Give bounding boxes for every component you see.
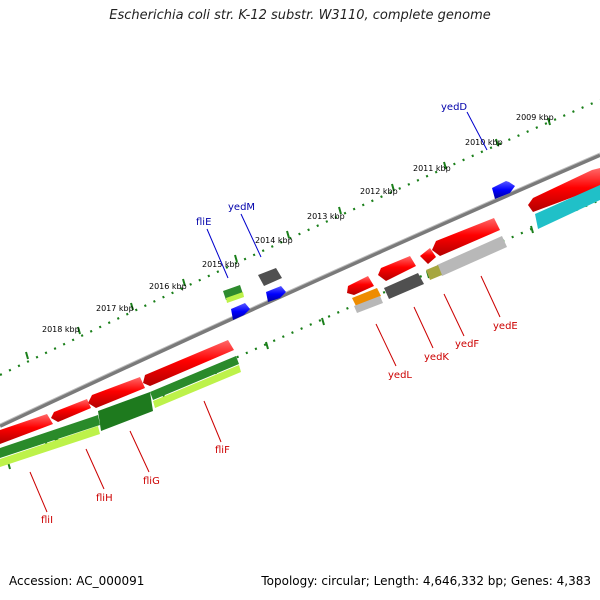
gene-orange bbox=[352, 288, 381, 306]
gene-arrow-yedE-right[interactable] bbox=[528, 168, 600, 212]
gene-arrow-yedE[interactable] bbox=[432, 218, 500, 256]
scale-label: 2017 kbp bbox=[96, 304, 134, 313]
gene-olive bbox=[426, 265, 442, 280]
gene-yellowgreen-fliF bbox=[153, 365, 241, 408]
scale-arc-outer bbox=[0, 98, 600, 376]
gene-label-yedL[interactable]: yedL bbox=[388, 370, 412, 381]
map-title: Escherichia coli str. K-12 substr. W3110… bbox=[109, 8, 491, 23]
gene-arrow-fliI[interactable] bbox=[0, 414, 53, 444]
genome-backbone-highlight bbox=[0, 152, 600, 425]
gene-label-yedK[interactable]: yedK bbox=[424, 352, 449, 363]
scale-label: 2013 kbp bbox=[307, 212, 345, 221]
gene-arrow-yedF[interactable] bbox=[420, 248, 436, 264]
gene-arrow-fliG[interactable] bbox=[88, 377, 145, 408]
scale-label: 2015 kbp bbox=[202, 260, 240, 269]
scale-label: 2010 kbp bbox=[465, 138, 503, 147]
gene-small-green bbox=[223, 285, 243, 300]
gene-arrow-yedK[interactable] bbox=[378, 256, 416, 281]
gene-grey-yedK bbox=[384, 273, 424, 299]
gene-arrow-yedL[interactable] bbox=[347, 276, 374, 295]
accession-text: Accession: AC_000091 bbox=[9, 574, 145, 588]
gene-arrow-yedM[interactable] bbox=[266, 286, 286, 302]
gene-green-fliF bbox=[150, 356, 239, 400]
callout-lines-reverse bbox=[29, 275, 501, 513]
scale-ticks-outer bbox=[25, 117, 551, 360]
gene-green-fliH bbox=[0, 415, 100, 458]
gene-arrow-fliE[interactable] bbox=[231, 303, 250, 320]
gene-cyan bbox=[535, 185, 600, 229]
gene-label-fliG[interactable]: fliG bbox=[143, 476, 160, 487]
scale-label: 2014 kbp bbox=[255, 236, 293, 245]
gene-arrow-yedD[interactable] bbox=[492, 181, 515, 199]
gene-grey-long bbox=[437, 236, 507, 276]
scale-label: 2016 kbp bbox=[149, 282, 187, 291]
gene-arrow-fliH[interactable] bbox=[51, 399, 91, 422]
gene-label-fliF[interactable]: fliF bbox=[215, 445, 230, 456]
gene-label-fliH[interactable]: fliH bbox=[96, 493, 113, 504]
gene-label-yedM[interactable]: yedM bbox=[228, 202, 255, 213]
scale-label: 2009 kbp bbox=[516, 113, 554, 122]
scale-label: 2011 kbp bbox=[413, 164, 451, 173]
scale-label: 2018 kbp bbox=[42, 325, 80, 334]
gene-yellowgreen-fliH bbox=[0, 426, 100, 467]
gene-green-fliG bbox=[98, 392, 153, 431]
genome-backbone bbox=[0, 153, 600, 428]
topology-summary: Topology: circular; Length: 4,646,332 bp… bbox=[261, 574, 591, 588]
callout-lines-forward bbox=[206, 111, 488, 279]
gene-label-yedD[interactable]: yedD bbox=[441, 102, 467, 113]
gene-label-yedE[interactable]: yedE bbox=[493, 321, 518, 332]
gene-small-yellowgreen bbox=[226, 292, 244, 303]
gene-label-fliI[interactable]: fliI bbox=[41, 515, 53, 526]
gene-label-fliE[interactable]: fliE bbox=[196, 217, 211, 228]
gene-arrow-fliF[interactable] bbox=[143, 340, 234, 386]
scale-label: 2012 kbp bbox=[360, 187, 398, 196]
gene-grey-yedL bbox=[354, 296, 383, 313]
gene-grey-small bbox=[258, 268, 282, 286]
gene-label-yedF[interactable]: yedF bbox=[455, 339, 479, 350]
